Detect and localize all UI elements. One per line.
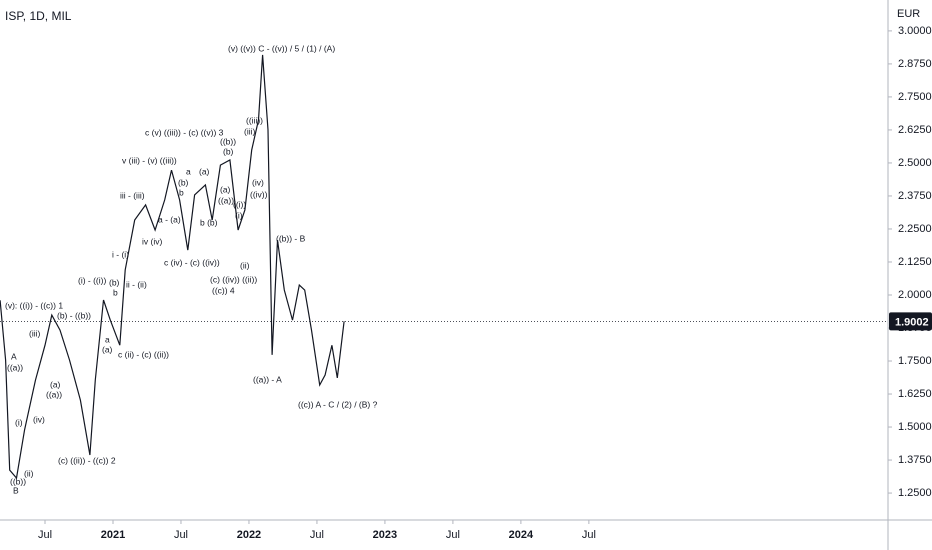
price-line: [0, 54, 345, 480]
wave-annotation: ((b)): [220, 136, 236, 146]
wave-annotation: (c) ((iv)) ((ii)): [210, 274, 257, 284]
y-tick-label: 1.5000: [898, 421, 932, 433]
wave-annotation: b: [113, 287, 118, 297]
wave-annotation: v (iii) - (v) ((iii)): [122, 155, 177, 165]
x-tick-label: 2021: [101, 529, 125, 541]
x-tick-label: Jul: [446, 529, 460, 541]
wave-annotation: ((b)) - B: [276, 233, 306, 243]
wave-annotation: (iii): [29, 328, 40, 338]
wave-annotation: ((a)): [218, 195, 234, 205]
wave-annotation: b (b): [200, 217, 218, 227]
wave-annotation: (iii): [244, 126, 255, 136]
x-tick-label: Jul: [582, 529, 596, 541]
wave-annotation: b: [179, 187, 184, 197]
x-tick-label: 2024: [509, 529, 534, 541]
y-tick-label: 3.0000: [898, 25, 932, 37]
wave-annotation: (i): [15, 417, 23, 427]
wave-annotation: (b): [178, 177, 189, 187]
wave-annotation: (i): [235, 210, 243, 220]
y-axis-label: EUR: [897, 8, 920, 20]
wave-annotation: ((iii)): [246, 115, 263, 125]
wave-annotation: a - (a): [158, 214, 181, 224]
wave-annotation: ((a)): [46, 389, 62, 399]
y-tick-label: 2.2500: [898, 223, 932, 235]
wave-annotation: ((i)): [233, 199, 246, 209]
wave-annotation: (v) ((v)) C - ((v)) / 5 / (1) / (A): [228, 43, 335, 53]
x-tick-label: Jul: [38, 529, 52, 541]
wave-annotation: B: [13, 485, 19, 495]
wave-annotation: a: [105, 334, 110, 344]
wave-annotation: ((c)) 4: [212, 285, 235, 295]
wave-annotation: (b) - ((b)): [57, 310, 91, 320]
x-tick-label: 2023: [373, 529, 397, 541]
wave-annotation: ((c)) A - C / (2) / (B) ?: [298, 399, 378, 409]
wave-annotation: i - (i): [112, 249, 129, 259]
wave-annotation: c (v) ((iii)) - (c) ((v)) 3: [145, 127, 224, 137]
wave-annotation: (i) - ((i)): [78, 275, 106, 285]
y-tick-label: 2.7500: [898, 91, 932, 103]
wave-annotation: (iv): [252, 177, 264, 187]
wave-annotation: iv (iv): [142, 236, 162, 246]
wave-annotation: (a): [50, 379, 61, 389]
wave-annotation: (a): [199, 166, 210, 176]
wave-annotation: ((a)): [7, 362, 23, 372]
x-tick-label: 2022: [237, 529, 261, 541]
wave-annotation: (b): [223, 146, 234, 156]
wave-annotation: (c) ((ii)) - ((c)) 2: [58, 455, 116, 465]
chart-title: ISP, 1D, MIL: [5, 9, 72, 23]
wave-annotation: (ii): [24, 468, 34, 478]
wave-annotation: iii - (iii): [120, 190, 145, 200]
y-tick-label: 2.6250: [898, 124, 932, 136]
y-tick-label: 1.3750: [898, 454, 932, 466]
wave-annotation: (ii): [240, 260, 250, 270]
wave-annotation: c (ii) - (c) ((ii)): [118, 349, 169, 359]
y-tick-label: 1.2500: [898, 487, 932, 499]
y-tick-label: 2.0000: [898, 289, 932, 301]
wave-annotation: (a): [102, 344, 113, 354]
last-price-label: 1.9002: [895, 316, 929, 328]
wave-annotation: ((a)) - A: [253, 374, 282, 384]
wave-annotation: ((b)): [10, 476, 26, 486]
y-tick-label: 2.8750: [898, 58, 932, 70]
x-tick-label: Jul: [310, 529, 324, 541]
y-tick-label: 1.7500: [898, 355, 932, 367]
wave-annotation: A: [11, 351, 17, 361]
wave-annotation: ((iv)): [250, 189, 268, 199]
wave-annotation: (v): ((i)) - ((c)) 1: [5, 300, 63, 310]
y-tick-label: 2.3750: [898, 190, 932, 202]
wave-annotation: (iv): [33, 414, 45, 424]
wave-annotation: (a): [220, 184, 231, 194]
last-price-box: [889, 312, 932, 331]
wave-annotation: ii - (ii): [126, 279, 147, 289]
y-tick-label: 1.6250: [898, 388, 932, 400]
wave-annotation: c (iv) - (c) ((iv)): [164, 257, 220, 267]
y-tick-label: 2.1250: [898, 256, 932, 268]
wave-annotation: (b): [109, 277, 120, 287]
y-tick-label: 2.5000: [898, 157, 932, 169]
x-tick-label: Jul: [174, 529, 188, 541]
wave-annotation: a: [186, 166, 191, 176]
